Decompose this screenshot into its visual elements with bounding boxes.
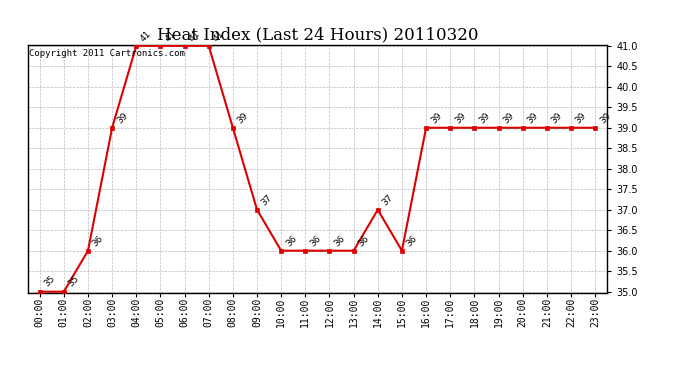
Text: 36: 36 bbox=[405, 233, 420, 248]
Text: 35: 35 bbox=[67, 274, 81, 289]
Title: Heat Index (Last 24 Hours) 20110320: Heat Index (Last 24 Hours) 20110320 bbox=[157, 27, 478, 44]
Text: 36: 36 bbox=[357, 233, 371, 248]
Text: 39: 39 bbox=[598, 111, 613, 125]
Text: Copyright 2011 Cartronics.com: Copyright 2011 Cartronics.com bbox=[29, 49, 185, 58]
Text: 41: 41 bbox=[139, 28, 153, 43]
Text: 37: 37 bbox=[381, 192, 395, 207]
Text: 36: 36 bbox=[308, 233, 323, 248]
Text: 41: 41 bbox=[188, 28, 201, 43]
Text: 41: 41 bbox=[212, 28, 226, 43]
Text: 39: 39 bbox=[453, 111, 468, 125]
Text: 39: 39 bbox=[550, 111, 564, 125]
Text: 37: 37 bbox=[260, 192, 275, 207]
Text: 41: 41 bbox=[164, 28, 177, 43]
Text: 36: 36 bbox=[333, 233, 347, 248]
Text: 36: 36 bbox=[284, 233, 299, 248]
Text: 39: 39 bbox=[526, 111, 540, 125]
Text: 39: 39 bbox=[574, 111, 589, 125]
Text: 39: 39 bbox=[236, 111, 250, 125]
Text: 39: 39 bbox=[115, 111, 130, 125]
Text: 39: 39 bbox=[502, 111, 516, 125]
Text: 36: 36 bbox=[91, 233, 106, 248]
Text: 35: 35 bbox=[43, 274, 57, 289]
Text: 39: 39 bbox=[429, 111, 444, 125]
Text: 39: 39 bbox=[477, 111, 492, 125]
